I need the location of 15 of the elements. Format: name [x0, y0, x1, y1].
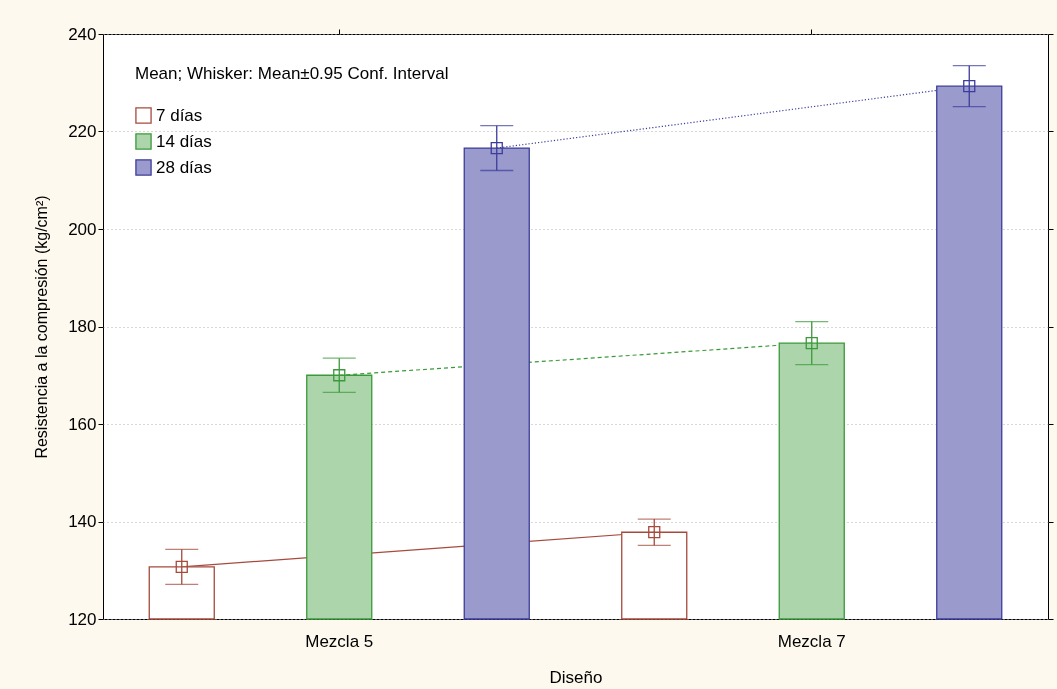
x-axis-title: Diseño — [549, 667, 603, 687]
x-tick-label: Mezcla 7 — [777, 631, 846, 651]
legend-label: 7 días — [156, 105, 203, 125]
y-tick-label: 220 — [68, 122, 97, 141]
y-tick-label: 160 — [68, 414, 97, 434]
y-tick-label: 120 — [68, 609, 97, 629]
y-tick-label: 240 — [68, 24, 97, 44]
y-tick-label: 200 — [68, 219, 97, 239]
y-axis-title: Resistencia a la compresión (kg/cm²) — [33, 195, 51, 459]
legend-label: 14 días — [156, 131, 212, 151]
y-tick-label: 140 — [68, 512, 97, 531]
x-tick-label: Mezcla 5 — [305, 631, 374, 651]
legend-title: Mean; Whisker: Mean±0.95 Conf. Interval — [135, 64, 449, 83]
legend-label: 28 días — [156, 157, 212, 177]
y-tick-label: 180 — [68, 317, 97, 336]
